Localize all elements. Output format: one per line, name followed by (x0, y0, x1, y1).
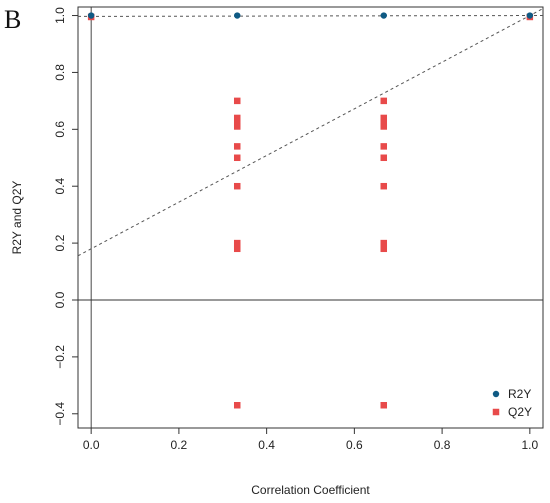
q2y-point (380, 143, 388, 150)
x-tick-label: 1.0 (521, 438, 538, 452)
r2y-point (234, 12, 241, 19)
q2y-point (380, 401, 388, 409)
q2y-point (380, 97, 388, 105)
q2y-point (233, 154, 241, 162)
x-axis-title: Correlation Coefficient (251, 483, 370, 497)
q2y-regression-line (78, 8, 543, 257)
x-tick-label: 0.4 (258, 438, 275, 452)
x-axis: 0.0 0.2 0.4 0.6 0.8 1.0 (83, 428, 539, 452)
q2y-point (233, 97, 241, 105)
q2y-point (233, 401, 241, 409)
y-axis: −0.4 −0.2 0.0 0.2 0.4 0.6 0.8 1.0 (53, 7, 78, 426)
legend-r2y-marker (492, 390, 500, 398)
panel-label: B (4, 5, 21, 34)
q2y-point (380, 123, 388, 130)
plot-area-border (77, 6, 544, 429)
x-tick-label: 0.6 (346, 438, 363, 452)
legend-r2y-label: R2Y (508, 387, 531, 401)
r2y-point (526, 12, 534, 19)
y-tick-label: 0.0 (53, 291, 67, 308)
y-tick-label: 0.2 (53, 234, 67, 251)
y-tick-label: 0.6 (53, 121, 67, 138)
x-tick-label: 0.8 (434, 438, 451, 452)
legend-q2y-label: Q2Y (508, 405, 532, 419)
legend-q2y-marker (492, 408, 500, 416)
y-tick-label: −0.4 (53, 402, 67, 426)
y-tick-label: 0.8 (53, 64, 67, 81)
data-points (87, 12, 534, 409)
y-axis-title: R2Y and Q2Y (10, 181, 24, 255)
regression-lines (78, 8, 543, 257)
x-tick-label: 0.0 (83, 438, 100, 452)
y-tick-label: −0.2 (53, 345, 67, 369)
reference-lines (78, 7, 543, 428)
x-tick-label: 0.2 (171, 438, 188, 452)
r2y-regression-line (78, 15, 543, 17)
q2y-point (380, 114, 388, 122)
y-tick-label: 0.4 (53, 178, 67, 195)
q2y-point (233, 182, 241, 190)
legend: R2Y Q2Y (492, 387, 532, 419)
y-tick-label: 1.0 (53, 7, 67, 24)
q2y-point (233, 245, 241, 253)
q2y-point (380, 182, 388, 190)
q2y-point (233, 143, 241, 150)
q2y-point (380, 154, 388, 162)
r2y-point (87, 12, 95, 19)
q2y-point (233, 114, 241, 122)
q2y-point (233, 123, 241, 130)
r2y-point (380, 12, 387, 19)
q2y-point (380, 245, 388, 253)
